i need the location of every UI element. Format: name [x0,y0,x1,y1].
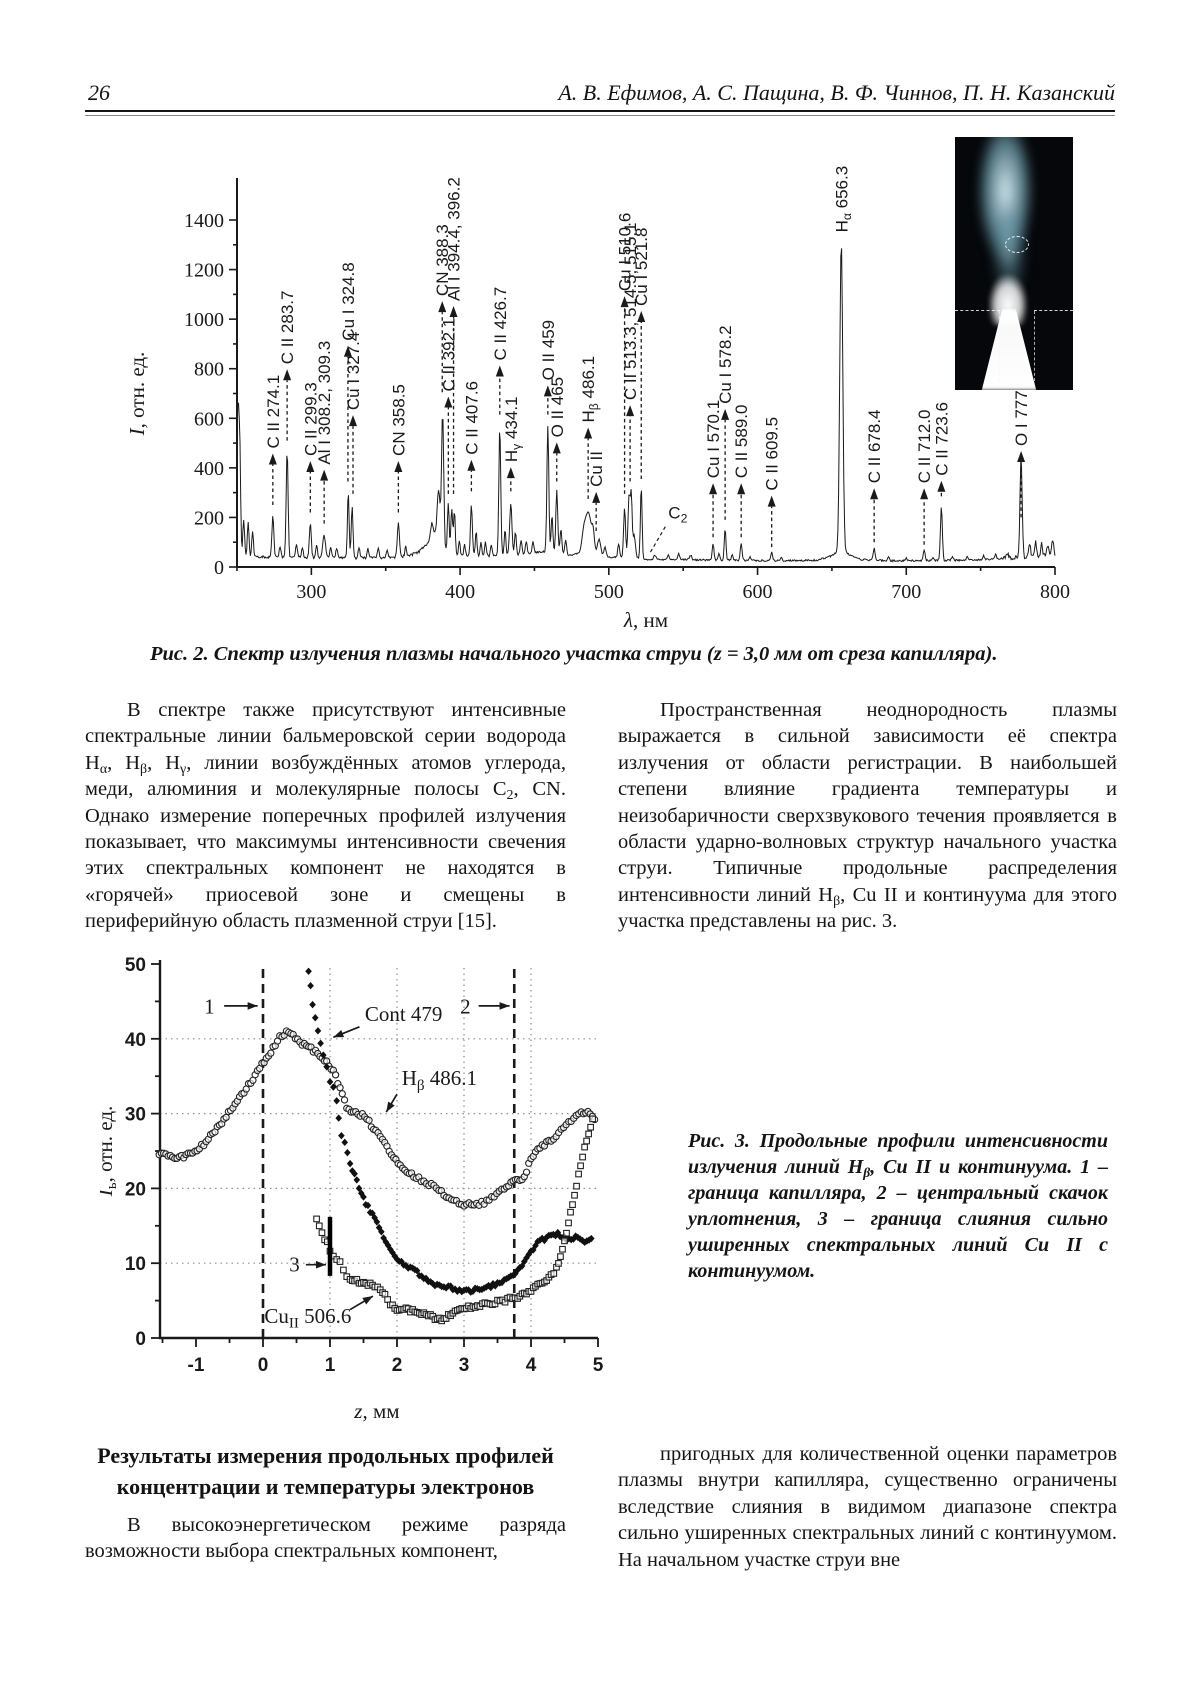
svg-text:-1: -1 [188,1355,205,1376]
svg-text:Al I 394.4, 396.2: Al I 394.4, 396.2 [445,177,464,301]
svg-text:C II 274.1: C II 274.1 [264,375,283,449]
svg-text:C II 723.6: C II 723.6 [932,402,951,476]
svg-text:Cu I 578.2: Cu I 578.2 [716,325,735,403]
capillary-dashed-outline-right [1034,310,1073,311]
svg-text:Cu I 521.8: Cu I 521.8 [632,228,651,306]
svg-text:O I 777.2: O I 777.2 [1012,376,1031,446]
svg-text:800: 800 [194,359,224,381]
svg-text:I, отн. ед.: I, отн. ед. [130,352,149,437]
figure-2: 0 200 400 600 800 1000 1200 1400 300 400 500 600 700… [130,135,1075,647]
svg-text:200: 200 [194,507,224,529]
svg-text:CN 388.3: CN 388.3 [433,224,452,296]
paragraph-text: Пространственная неоднородность плазмы в… [618,699,1117,933]
header-rule [85,110,1115,116]
svg-text:0: 0 [258,1355,269,1376]
svg-text:1000: 1000 [184,309,224,331]
svg-text:C II 513.3, 514.5, 515.1: C II 513.3, 514.5, 515.1 [621,222,640,400]
svg-text:z, мм: z, мм [353,1399,399,1423]
svg-text:700: 700 [891,581,921,603]
svg-text:Hβ 486.1: Hβ 486.1 [402,1066,477,1094]
svg-text:600: 600 [194,408,224,430]
svg-text:1: 1 [204,994,215,1018]
svg-text:0: 0 [135,1329,146,1350]
svg-text:C II 609.5: C II 609.5 [763,417,782,491]
svg-text:2: 2 [460,994,471,1018]
svg-text:C II 426.7: C II 426.7 [491,287,510,361]
svg-text:500: 500 [594,581,624,603]
svg-text:5: 5 [593,1355,604,1376]
figure2-caption: Рис. 2. Спектр излучения плазмы начально… [150,643,998,665]
svg-text:Cont 479: Cont 479 [365,1002,443,1026]
svg-text:C II 678.4: C II 678.4 [865,409,884,483]
svg-text:C II 589.0: C II 589.0 [732,405,751,479]
section-heading: Результаты измерения продольных профилей… [97,1443,554,1499]
svg-text:400: 400 [194,458,224,480]
svg-text:Al I 308.2, 309.3: Al I 308.2, 309.3 [315,341,334,465]
svg-text:1200: 1200 [184,260,224,282]
svg-text:Iь, отн. ед.: Iь, отн. ед. [100,1106,120,1198]
svg-text:O II 465: O II 465 [548,377,567,437]
svg-text:30: 30 [125,1105,146,1126]
column-left-paragraph-2: В высокоэнергетическом режиме разряда во… [85,1512,566,1565]
svg-text:Hγ 434.1: Hγ 434.1 [502,396,524,462]
svg-text:400: 400 [445,581,475,603]
svg-text:Hα 656.3: Hα 656.3 [832,166,854,233]
svg-text:λ, нм: λ, нм [623,608,668,632]
svg-text:10: 10 [125,1254,146,1275]
capillary-dashed-outline-left [955,310,1000,311]
svg-text:C II 299.3: C II 299.3 [301,382,320,456]
column-right-paragraph-1: Пространственная неоднородность плазмы в… [618,697,1117,935]
svg-text:50: 50 [125,955,146,976]
svg-text:Cu I 324.8: Cu I 324.8 [339,262,358,340]
svg-text:2: 2 [392,1355,403,1376]
svg-text:Cu II: Cu II [587,451,606,487]
svg-text:20: 20 [125,1179,146,1200]
page-number: 26 [88,80,110,105]
figure3-profiles-chart: 0 10 20 30 40 50 -1 0 1 2 3 4 5 Iь, отн. ед. z, мм 1 2 3 C… [100,955,604,1423]
svg-text:4: 4 [526,1355,537,1376]
dashed-ellipse-marker [1005,236,1029,253]
paragraph-text: В высокоэнергетическом режиме разряда во… [85,1514,566,1563]
svg-text:3: 3 [289,1252,300,1276]
svg-text:600: 600 [743,581,773,603]
svg-text:40: 40 [125,1030,146,1051]
svg-text:O II 459: O II 459 [539,320,558,380]
figure3-caption: Рис. 3. Продольные профили интенсивности… [688,1130,1108,1282]
svg-text:300: 300 [296,581,326,603]
svg-text:Cu I 327.4: Cu I 327.4 [344,332,363,410]
paragraph-text: пригодных для количественной оценки пара… [618,1443,1117,1571]
svg-text:C II 283.7: C II 283.7 [278,291,297,365]
paragraph-text: В спектре также присутствуют интенсивные… [85,699,566,933]
svg-text:C II 392.1: C II 392.1 [439,318,458,392]
figure2-spectrum-chart: 0 200 400 600 800 1000 1200 1400 300 400 500 600 700… [130,166,1070,632]
column-left-paragraph-1: В спектре также присутствуют интенсивные… [85,697,566,935]
svg-text:CN 358.5: CN 358.5 [389,384,408,456]
capillary-dashed-wall-right [1034,311,1035,381]
running-head-authors: А. В. Ефимов, А. С. Пащина, В. Ф. Чиннов… [558,80,1115,105]
figure-3: 0 10 20 30 40 50 -1 0 1 2 3 4 5 Iь, отн. ед. z, мм 1 2 3 C… [100,930,660,1435]
svg-text:Cu I 510.6: Cu I 510.6 [616,213,635,291]
svg-text:800: 800 [1040,581,1070,603]
svg-text:0: 0 [214,557,224,579]
capillary-dashed-wall-left [999,311,1000,381]
svg-text:C II 407.6: C II 407.6 [462,381,481,455]
svg-text:1400: 1400 [184,210,224,232]
svg-text:C2: C2 [668,504,687,526]
svg-text:CuII 506.6: CuII 506.6 [264,1304,351,1332]
plasma-jet-photo [955,137,1073,390]
svg-text:C II 712.0: C II 712.0 [915,409,934,483]
svg-text:Hβ 486.1: Hβ 486.1 [579,356,601,423]
svg-text:Cu I 570.1: Cu I 570.1 [704,400,723,478]
svg-text:3: 3 [459,1355,470,1376]
column-right-paragraph-2: пригодных для количественной оценки пара… [618,1441,1117,1573]
svg-text:1: 1 [325,1355,336,1376]
